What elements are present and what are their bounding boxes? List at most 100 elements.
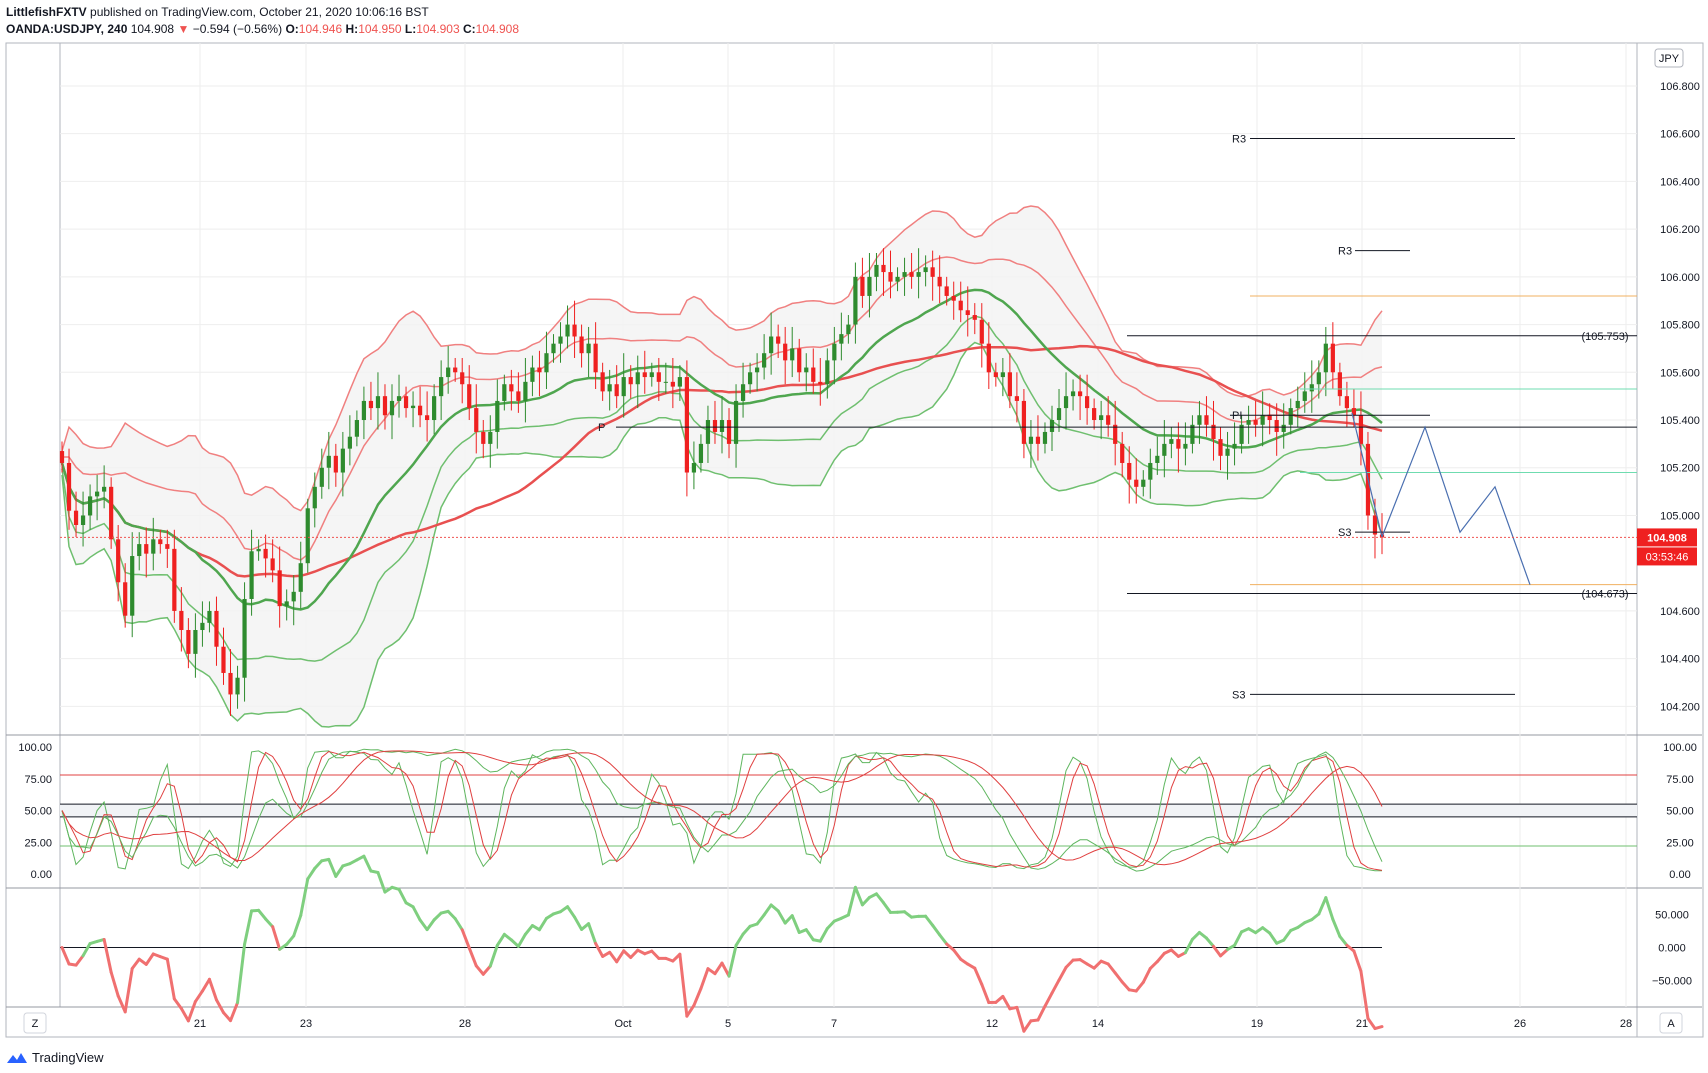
candle-up <box>439 377 444 397</box>
candle-down <box>670 381 675 387</box>
band-fill <box>62 206 1382 727</box>
momentum-segment-up <box>313 859 324 870</box>
open-label: O: <box>285 22 299 36</box>
momentum-segment-up <box>573 915 584 931</box>
momentum-segment-down <box>474 964 485 976</box>
candle-down <box>172 548 177 611</box>
momentum-segment-up <box>362 854 373 873</box>
candle-down <box>460 372 465 385</box>
momentum-segment-up <box>236 942 247 1005</box>
momentum-segment-down <box>200 977 211 993</box>
candle-down <box>1106 415 1111 425</box>
candle-up <box>762 353 767 368</box>
candle-up <box>874 264 879 277</box>
candle-up <box>130 556 135 616</box>
momentum-segment-down <box>1345 943 1356 953</box>
candle-down <box>1176 439 1181 449</box>
price-tick-label: 104.400 <box>1660 654 1700 666</box>
momentum-segment-up <box>881 901 893 914</box>
momentum-segment-down <box>615 949 626 964</box>
momentum-segment-down <box>1064 958 1075 969</box>
candle-down <box>403 396 409 409</box>
momentum-segment-up <box>257 908 268 921</box>
candle-up <box>916 272 921 277</box>
candle-down <box>144 544 149 554</box>
pivot-label: PI <box>1232 410 1242 422</box>
candle-up <box>832 343 837 361</box>
stoch-fast-k <box>61 750 1382 872</box>
last-price-tag <box>1637 528 1697 547</box>
candle-down <box>642 372 647 378</box>
candle-down <box>1274 420 1279 432</box>
candle-down <box>179 610 184 631</box>
candle-up <box>1316 372 1321 385</box>
high-label: H: <box>345 22 359 36</box>
tradingview-footer[interactable]: TradingView <box>6 1050 104 1065</box>
momentum-segment-up <box>741 924 752 936</box>
momentum-segment-down <box>945 942 956 952</box>
stoch-tick-right: 100.00 <box>1663 742 1697 754</box>
candle-up <box>1197 415 1202 425</box>
candle-up <box>1260 415 1265 425</box>
candle-up <box>326 455 331 468</box>
slow-ma-red <box>60 344 1383 578</box>
candle-down <box>1330 343 1335 373</box>
candle-up <box>1070 391 1076 397</box>
pivot-label: R3 <box>1338 246 1352 258</box>
price-tick-label: 106.800 <box>1660 81 1700 93</box>
candle-down <box>221 646 226 673</box>
candle-up <box>1169 439 1174 444</box>
candle-down <box>776 336 781 344</box>
momentum-segment-down <box>165 957 176 1001</box>
x-tick-label: 7 <box>831 1018 837 1030</box>
candle-down <box>628 377 633 385</box>
candle-down <box>368 400 374 409</box>
momentum-segment-down <box>1169 948 1180 958</box>
momentum-segment-down <box>271 925 282 951</box>
momentum-segment-down <box>622 949 633 959</box>
tradingview-logo-icon <box>7 1052 27 1063</box>
momentum-segment-down <box>1155 951 1166 964</box>
momentum-segment-down <box>1148 960 1159 970</box>
price-tick-label: 106.400 <box>1660 176 1700 188</box>
momentum-segment-down <box>692 987 703 1007</box>
candle-up <box>249 551 254 599</box>
level-value-label: (104.673) <box>1581 588 1628 600</box>
stoch-fast-d <box>61 750 1383 871</box>
candle-up <box>705 420 711 444</box>
candle-up <box>1295 400 1300 409</box>
candle-up <box>340 448 345 473</box>
candle-up <box>242 598 247 678</box>
candle-up <box>298 563 303 592</box>
candle-up <box>1281 424 1286 432</box>
x-tick-label: 19 <box>1251 1018 1263 1030</box>
candle-down <box>1211 424 1216 440</box>
momentum-segment-up <box>769 903 780 913</box>
momentum-segment-up <box>299 877 310 917</box>
candle-down <box>1134 479 1139 487</box>
x-tick-label: 14 <box>1092 1018 1104 1030</box>
candle-up <box>87 496 93 516</box>
price-tick-label: 105.000 <box>1660 510 1700 522</box>
stoch-tick-right: 50.00 <box>1666 806 1694 818</box>
momentum-tick: 50.000 <box>1655 910 1689 922</box>
pivot-label: S3 <box>1338 527 1351 539</box>
candle-up <box>495 400 500 432</box>
momentum-segment-down <box>650 949 661 960</box>
candle-down <box>1351 408 1357 416</box>
momentum-segment-up <box>1282 929 1293 942</box>
candle-down <box>965 310 970 316</box>
x-tick-label: 21 <box>194 1018 206 1030</box>
price-tick-label: 105.200 <box>1660 463 1700 475</box>
candle-up <box>361 400 367 421</box>
symbol-label[interactable]: OANDA:USDJPY, 240 <box>6 22 128 36</box>
momentum-segment-down <box>193 989 204 1004</box>
candle-up <box>1323 343 1328 373</box>
pivot-label: P <box>598 422 605 434</box>
author-name[interactable]: LittlefishFXTV <box>6 5 87 19</box>
candle-up <box>523 381 528 401</box>
symbol-info: OANDA:USDJPY, 240 104.908 ▼ −0.594 (−0.5… <box>6 22 519 36</box>
price-tick-label: 104.200 <box>1660 701 1700 713</box>
momentum-segment-down <box>460 928 471 950</box>
